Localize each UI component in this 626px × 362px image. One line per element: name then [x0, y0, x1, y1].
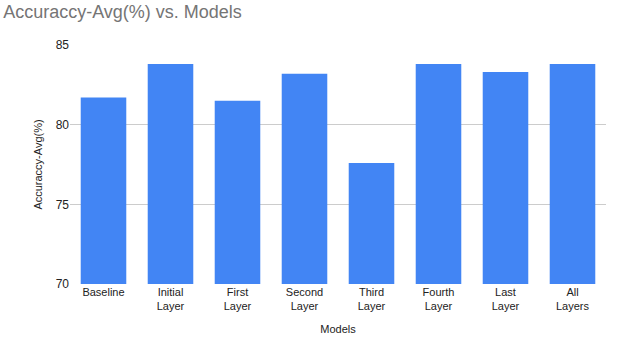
- svg-text:FourthLayer: FourthLayer: [423, 286, 455, 312]
- svg-text:80: 80: [56, 118, 70, 132]
- svg-text:AllLayers: AllLayers: [556, 286, 590, 312]
- svg-text:Baseline: Baseline: [82, 286, 124, 298]
- svg-text:Models: Models: [320, 323, 356, 335]
- svg-text:70: 70: [56, 277, 70, 291]
- svg-text:SecondLayer: SecondLayer: [286, 286, 323, 312]
- svg-text:Accuraccy-Avg(%): Accuraccy-Avg(%): [32, 119, 44, 209]
- svg-text:ThirdLayer: ThirdLayer: [358, 286, 386, 312]
- svg-text:FirstLayer: FirstLayer: [224, 286, 252, 312]
- svg-text:Accuraccy-Avg(%) vs. Models: Accuraccy-Avg(%) vs. Models: [3, 2, 242, 22]
- svg-text:75: 75: [56, 198, 70, 212]
- svg-text:LastLayer: LastLayer: [492, 286, 520, 312]
- svg-text:85: 85: [56, 38, 70, 52]
- svg-text:InitialLayer: InitialLayer: [157, 286, 185, 312]
